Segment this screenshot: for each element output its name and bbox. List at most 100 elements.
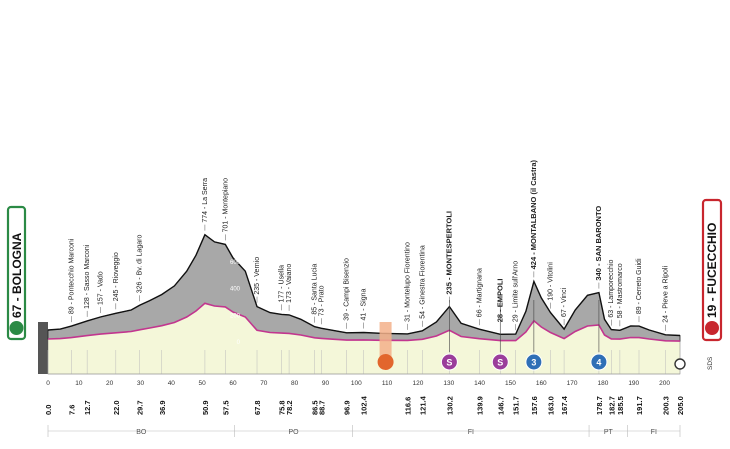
kom-marker [590,353,608,371]
km-mark-label: 146.7 [496,396,505,415]
x-tick-label: 140 [474,380,485,387]
route-line [47,302,681,342]
km-mark-label: 22.0 [112,400,121,415]
km-mark-label: 178.7 [595,396,604,415]
province-label: PO [288,429,299,436]
km-mark-label: 12.7 [83,400,92,415]
km-mark-label: 57.5 [221,400,230,415]
km-mark-label: 86.5 [311,400,320,415]
waypoint-label: 235 - Vernio [254,257,261,295]
start-label: 67 - BOLOGNA [10,232,24,318]
x-tick-label: 30 [137,380,145,387]
waypoint-label: 58 - Mastromarco [617,263,624,318]
x-tick-label: 150 [505,380,516,387]
km-mark-label: 182.7 [607,396,616,415]
x-tick-label: 90 [322,380,330,387]
waypoint-label: 29 - Limite sull'Arno [513,261,520,322]
waypoint-label: 66 - Martignana [476,268,483,317]
waypoint-label: 340 - SAN BARONTO [594,206,603,281]
waypoint-label: 41 - Signa [361,289,368,321]
x-tick-label: 60 [229,380,237,387]
km-mark-label: 67.8 [253,400,262,415]
x-tick-label: 70 [260,380,268,387]
alt-tick-label: 400 [230,287,241,293]
km-mark-label: 116.6 [403,397,412,415]
province-label: FI [468,429,474,436]
sprint-marker [440,353,458,371]
x-tick-label: 170 [567,380,578,387]
x-tick-label: 40 [168,380,176,387]
waypoint-label: 28 - EMPOLI [495,278,504,322]
waypoint-label: 31 - Montelupo Fiorentino [404,242,411,322]
x-tick-label: 0 [46,380,50,387]
waypoint-label: 774 - La Serra [202,178,209,223]
waypoint-label: 424 - MONTALBANO (il Castra) [529,159,538,269]
alt-tick-label: 200 [230,313,241,319]
sprint-marker-label: S [497,358,503,368]
km-mark-label: 167.4 [560,395,569,415]
km-mark-label: 157.6 [530,396,539,415]
km-mark-label: 50.9 [201,400,210,415]
km-mark-label: 205.0 [676,396,685,415]
x-tick-label: 110 [382,380,393,387]
kom-marker-label: 3 [531,358,536,368]
x-tick-label: 160 [536,380,547,387]
waypoint-label: 235 - MONTESPERTOLI [444,211,453,295]
km-mark-label: 121.4 [418,395,427,415]
km-mark-label: 163.0 [547,396,556,415]
x-tick-label: 20 [106,380,114,387]
km-mark-label: 185.5 [616,396,625,415]
waypoint-label: 701 - Montepiano [222,178,229,233]
alt-tick-label: 600 [230,260,241,266]
waypoint-label: 128 - Sasso Marconi [84,244,91,309]
province-label: PT [604,429,614,436]
waypoint-label: 67 - Vinci [561,288,568,317]
start-box [6,205,27,341]
finish-label: 19 - FUCECCHIO [705,223,719,318]
km-mark-label: 200.3 [662,396,671,415]
waypoint-label: 157 - Vado [97,271,104,305]
waypoint-label: 73 - Prato [318,285,325,316]
km-mark-label: 88.7 [317,400,326,415]
finish-bike-icon [705,321,719,335]
x-tick-label: 180 [597,380,608,387]
finish-dot [674,358,686,370]
feed-zone-band [379,322,392,358]
waypoint-label: 54 - Ginestra Fiorentina [419,245,426,319]
waypoint-label: 245 - Rioveggio [113,252,120,301]
start-wall [38,322,48,374]
km-mark-label: 130.2 [445,396,454,415]
km-mark-label: 29.7 [136,400,145,415]
province-label: FI [651,429,657,436]
km-mark-label: 0.0 [44,405,53,415]
km-mark-label: 78.2 [285,400,294,415]
x-tick-label: 130 [443,380,454,387]
km-mark-label: 102.4 [360,395,369,415]
km-mark-label: 96.9 [343,400,352,415]
kom-marker [525,353,543,371]
x-tick-label: 190 [628,380,639,387]
sprint-marker [491,353,509,371]
x-tick-label: 10 [75,380,83,387]
waypoint-label: 190 - Vitolini [548,262,555,301]
km-mark-label: 191.7 [635,396,644,415]
x-tick-label: 100 [351,380,362,387]
waypoint-label: 89 - Cerreto Guidi [636,258,643,314]
waypoint-label: 24 - Pieve a Ripoli [663,266,670,323]
km-mark-label: 139.9 [475,396,484,415]
x-tick-label: 200 [659,380,670,387]
km-mark-label: 75.8 [278,400,287,415]
province-label: BO [136,429,147,436]
waypoint-label: 173 - Vaiano [286,264,293,303]
sds-label: SDS [707,356,714,370]
waypoint-label: 39 - Campi Bisenzio [344,258,351,321]
waypoint-label: 63 - Lamporecchio [608,260,615,318]
x-tick-label: 50 [199,380,207,387]
waypoint-label: 177 - Usella [279,265,286,302]
x-tick-label: 80 [291,380,299,387]
waypoint-label: 326 - Bv. di Lagaro [137,235,144,294]
finish-box [701,198,723,342]
km-mark-label: 7.6 [67,405,76,415]
